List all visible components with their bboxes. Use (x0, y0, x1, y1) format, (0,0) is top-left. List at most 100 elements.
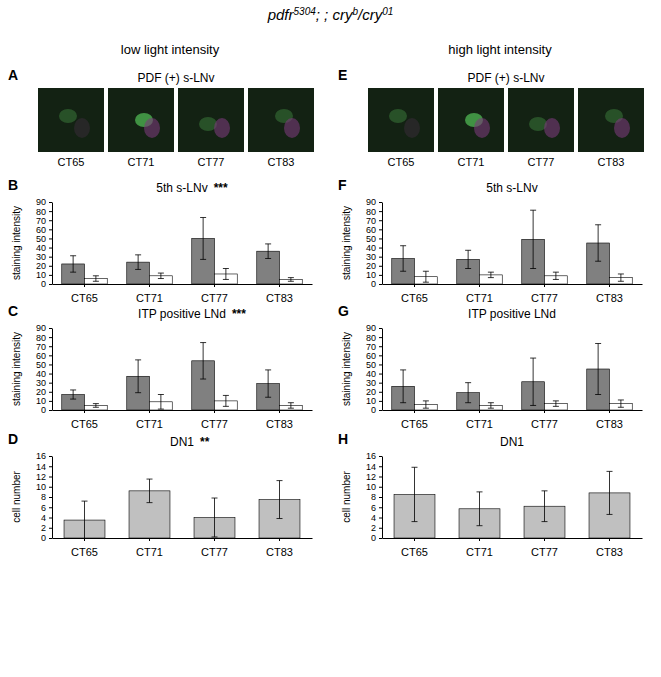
error-bar-stem (225, 269, 226, 280)
y-tick-label: 20 (36, 387, 46, 397)
y-tick: 10 (36, 396, 52, 406)
error-bar-stem (268, 244, 269, 259)
x-axis: CT65CT71CT77CT83 (383, 284, 643, 304)
x-tick-label: CT65 (401, 418, 428, 430)
y-tick-mark (49, 275, 52, 276)
error-bar-cap (288, 277, 294, 278)
y-tick: 16 (36, 451, 52, 461)
x-tick-label: CT77 (531, 546, 558, 558)
error-bar (618, 400, 624, 407)
error-bar-cap (288, 402, 294, 403)
error-bar-cap (553, 272, 559, 273)
y-tick-mark (379, 477, 382, 478)
error-bar-stem (609, 471, 610, 514)
error-bar-stem (95, 404, 96, 408)
y-tick: 90 (366, 197, 382, 207)
error-bar-cap (70, 389, 76, 390)
y-tick-mark (49, 364, 52, 365)
error-bar (477, 492, 483, 526)
error-bar-stem (468, 383, 469, 403)
error-bar-stem (598, 225, 599, 261)
image-label: CT65 (388, 156, 415, 168)
y-tick-label: 0 (41, 533, 46, 543)
image-label: CT71 (458, 156, 485, 168)
error-bar-cap (465, 268, 471, 269)
figure: pdfr5304; ; cryb/cry01low light intensit… (0, 0, 661, 677)
error-bar-stem (290, 278, 291, 282)
y-tick-label: 10 (366, 396, 376, 406)
y-tick-mark (379, 229, 382, 230)
figure-title: pdfr5304; ; cryb/cry01 (267, 6, 394, 24)
error-bar (200, 217, 206, 259)
y-tick: 60 (366, 351, 382, 361)
error-bar (135, 360, 141, 393)
y-tick-label: 0 (371, 405, 376, 415)
micrograph-signal (544, 118, 560, 138)
image-label: CT83 (598, 156, 625, 168)
error-bar-cap (400, 402, 406, 403)
y-tick: 2 (41, 523, 52, 533)
error-bar-cap (158, 273, 164, 274)
error-bar (488, 272, 494, 277)
x-tick: CT65 (401, 410, 428, 430)
y-tick: 50 (36, 360, 52, 370)
y-tick-mark (49, 528, 52, 529)
micrograph-signal (59, 109, 77, 123)
y-tick-mark (49, 401, 52, 402)
micrograph-background (38, 88, 104, 152)
error-bar-stem (225, 395, 226, 406)
plot-area (392, 210, 633, 284)
error-bar (277, 481, 283, 519)
error-bar-cap (93, 281, 99, 282)
y-tick-label: 0 (41, 279, 46, 289)
y-tick-label: 10 (36, 270, 46, 280)
y-tick-mark (49, 487, 52, 488)
micrograph-signal (284, 118, 300, 138)
error-bar-stem (84, 501, 85, 538)
error-bar-cap (423, 282, 429, 283)
x-tick-label: CT77 (201, 292, 228, 304)
error-bar (488, 403, 494, 408)
x-tick-label: CT65 (401, 292, 428, 304)
y-tick-label: 80 (36, 206, 46, 216)
chart-title: DN1 (500, 435, 524, 449)
y-tick-label: 2 (371, 523, 376, 533)
y-tick-label: 90 (366, 323, 376, 333)
error-bar-stem (160, 273, 161, 278)
x-tick-label: CT71 (466, 418, 493, 430)
error-bar-stem (149, 479, 150, 503)
y-tick-mark (49, 518, 52, 519)
error-bar (542, 491, 548, 522)
y-tick-label: 6 (371, 503, 376, 513)
error-bar-stem (620, 400, 621, 407)
micrograph-signal (144, 118, 160, 138)
y-tick-label: 4 (371, 513, 376, 523)
x-tick: CT71 (466, 538, 493, 558)
y-tick-mark (379, 248, 382, 249)
image-label: CT83 (268, 156, 295, 168)
y-tick-label: 30 (36, 252, 46, 262)
y-tick-label: 50 (366, 234, 376, 244)
x-tick-label: CT83 (596, 292, 623, 304)
plot-area (394, 467, 630, 538)
error-bar-stem (203, 343, 204, 379)
x-tick: CT77 (201, 410, 228, 430)
chart-title: ITP positive LNd (468, 307, 556, 321)
error-bar-cap (70, 272, 76, 273)
x-tick-label: CT83 (266, 546, 293, 558)
y-tick: 20 (366, 387, 382, 397)
y-tick-label: 10 (366, 270, 376, 280)
y-tick-label: 20 (366, 387, 376, 397)
y-tick-label: 90 (366, 197, 376, 207)
image-label: CT77 (528, 156, 555, 168)
x-tick-label: CT71 (466, 292, 493, 304)
micrograph-signal (214, 118, 230, 138)
y-tick-mark (49, 410, 52, 411)
y-tick-label: 40 (36, 243, 46, 253)
y-tick-mark (49, 456, 52, 457)
y-tick-label: 30 (366, 378, 376, 388)
x-tick-label: CT65 (401, 546, 428, 558)
error-bar-cap (223, 279, 229, 280)
y-tick-label: 50 (36, 360, 46, 370)
error-bar-cap (265, 243, 271, 244)
